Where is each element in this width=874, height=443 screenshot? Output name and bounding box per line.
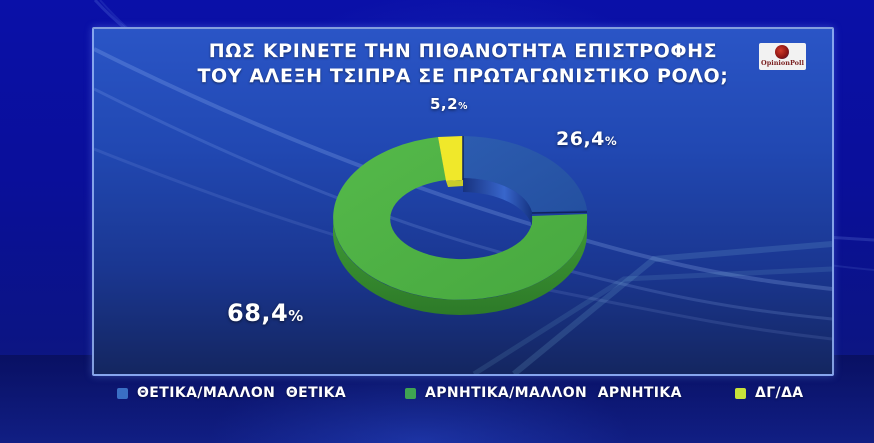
legend-item-negative: ΑΡΝΗΤΙΚΑ/ΜΑΛΛΟΝ ΑΡΝΗΤΙΚΑ — [405, 385, 682, 401]
label-positive: 26,4% — [556, 128, 617, 150]
legend-label-dontknow: ΔΓ/ΔΑ — [755, 385, 804, 401]
slice-dontknow — [438, 136, 463, 181]
legend-swatch-negative — [405, 387, 416, 399]
chart-title: ΠΩΣ ΚΡΙΝΕΤΕ ΤΗΝ ΠΙΘΑΝΟΤΗΤΑ ΕΠΙΣΤΡΟΦΗΣ ΤΟ… — [94, 39, 832, 89]
logo-circle-icon — [775, 45, 789, 59]
legend-item-dontknow: ΔΓ/ΔΑ — [735, 385, 804, 401]
legend-swatch-positive — [117, 387, 128, 399]
donut-side-green — [333, 218, 587, 315]
label-positive-value: 26,4 — [556, 128, 605, 150]
label-positive-symbol: % — [604, 134, 618, 148]
label-dontknow-value: 5,2 — [430, 95, 459, 113]
opinionpoll-logo: OpinionPoll — [759, 43, 806, 70]
chart-title-line-2: ΤΟΥ ΑΛΕΞΗ ΤΣΙΠΡΑ ΣΕ ΠΡΩΤΑΓΩΝΙΣΤΙΚΟ ΡΟΛΟ; — [197, 65, 729, 87]
legend-label-negative: ΑΡΝΗΤΙΚΑ/ΜΑΛΛΟΝ ΑΡΝΗΤΙΚΑ — [425, 385, 682, 401]
label-negative-symbol: % — [288, 307, 304, 325]
legend-label-positive: ΘΕΤΙΚΑ/ΜΑΛΛΟΝ ΘΕΤΙΚΑ — [137, 385, 347, 401]
legend-swatch-dontknow — [735, 387, 746, 399]
slice-dontknow-side — [446, 180, 463, 187]
label-negative: 68,4% — [227, 299, 304, 327]
label-dontknow-symbol: % — [458, 101, 468, 112]
chart-legend: ΘΕΤΙΚΑ/ΜΑΛΛΟΝ ΘΕΤΙΚΑ ΑΡΝΗΤΙΚΑ/ΜΑΛΛΟΝ ΑΡΝ… — [0, 385, 874, 407]
logo-text: OpinionPoll — [761, 59, 804, 67]
slice-negative — [333, 137, 588, 300]
slice-positive — [463, 136, 587, 212]
label-dontknow: 5,2% — [430, 95, 468, 113]
donut-inner-wall — [463, 178, 532, 226]
label-negative-value: 68,4 — [227, 299, 289, 327]
legend-item-positive: ΘΕΤΙΚΑ/ΜΑΛΛΟΝ ΘΕΤΙΚΑ — [117, 385, 346, 401]
chart-title-line-1: ΠΩΣ ΚΡΙΝΕΤΕ ΤΗΝ ΠΙΘΑΝΟΤΗΤΑ ΕΠΙΣΤΡΟΦΗΣ — [208, 40, 718, 62]
